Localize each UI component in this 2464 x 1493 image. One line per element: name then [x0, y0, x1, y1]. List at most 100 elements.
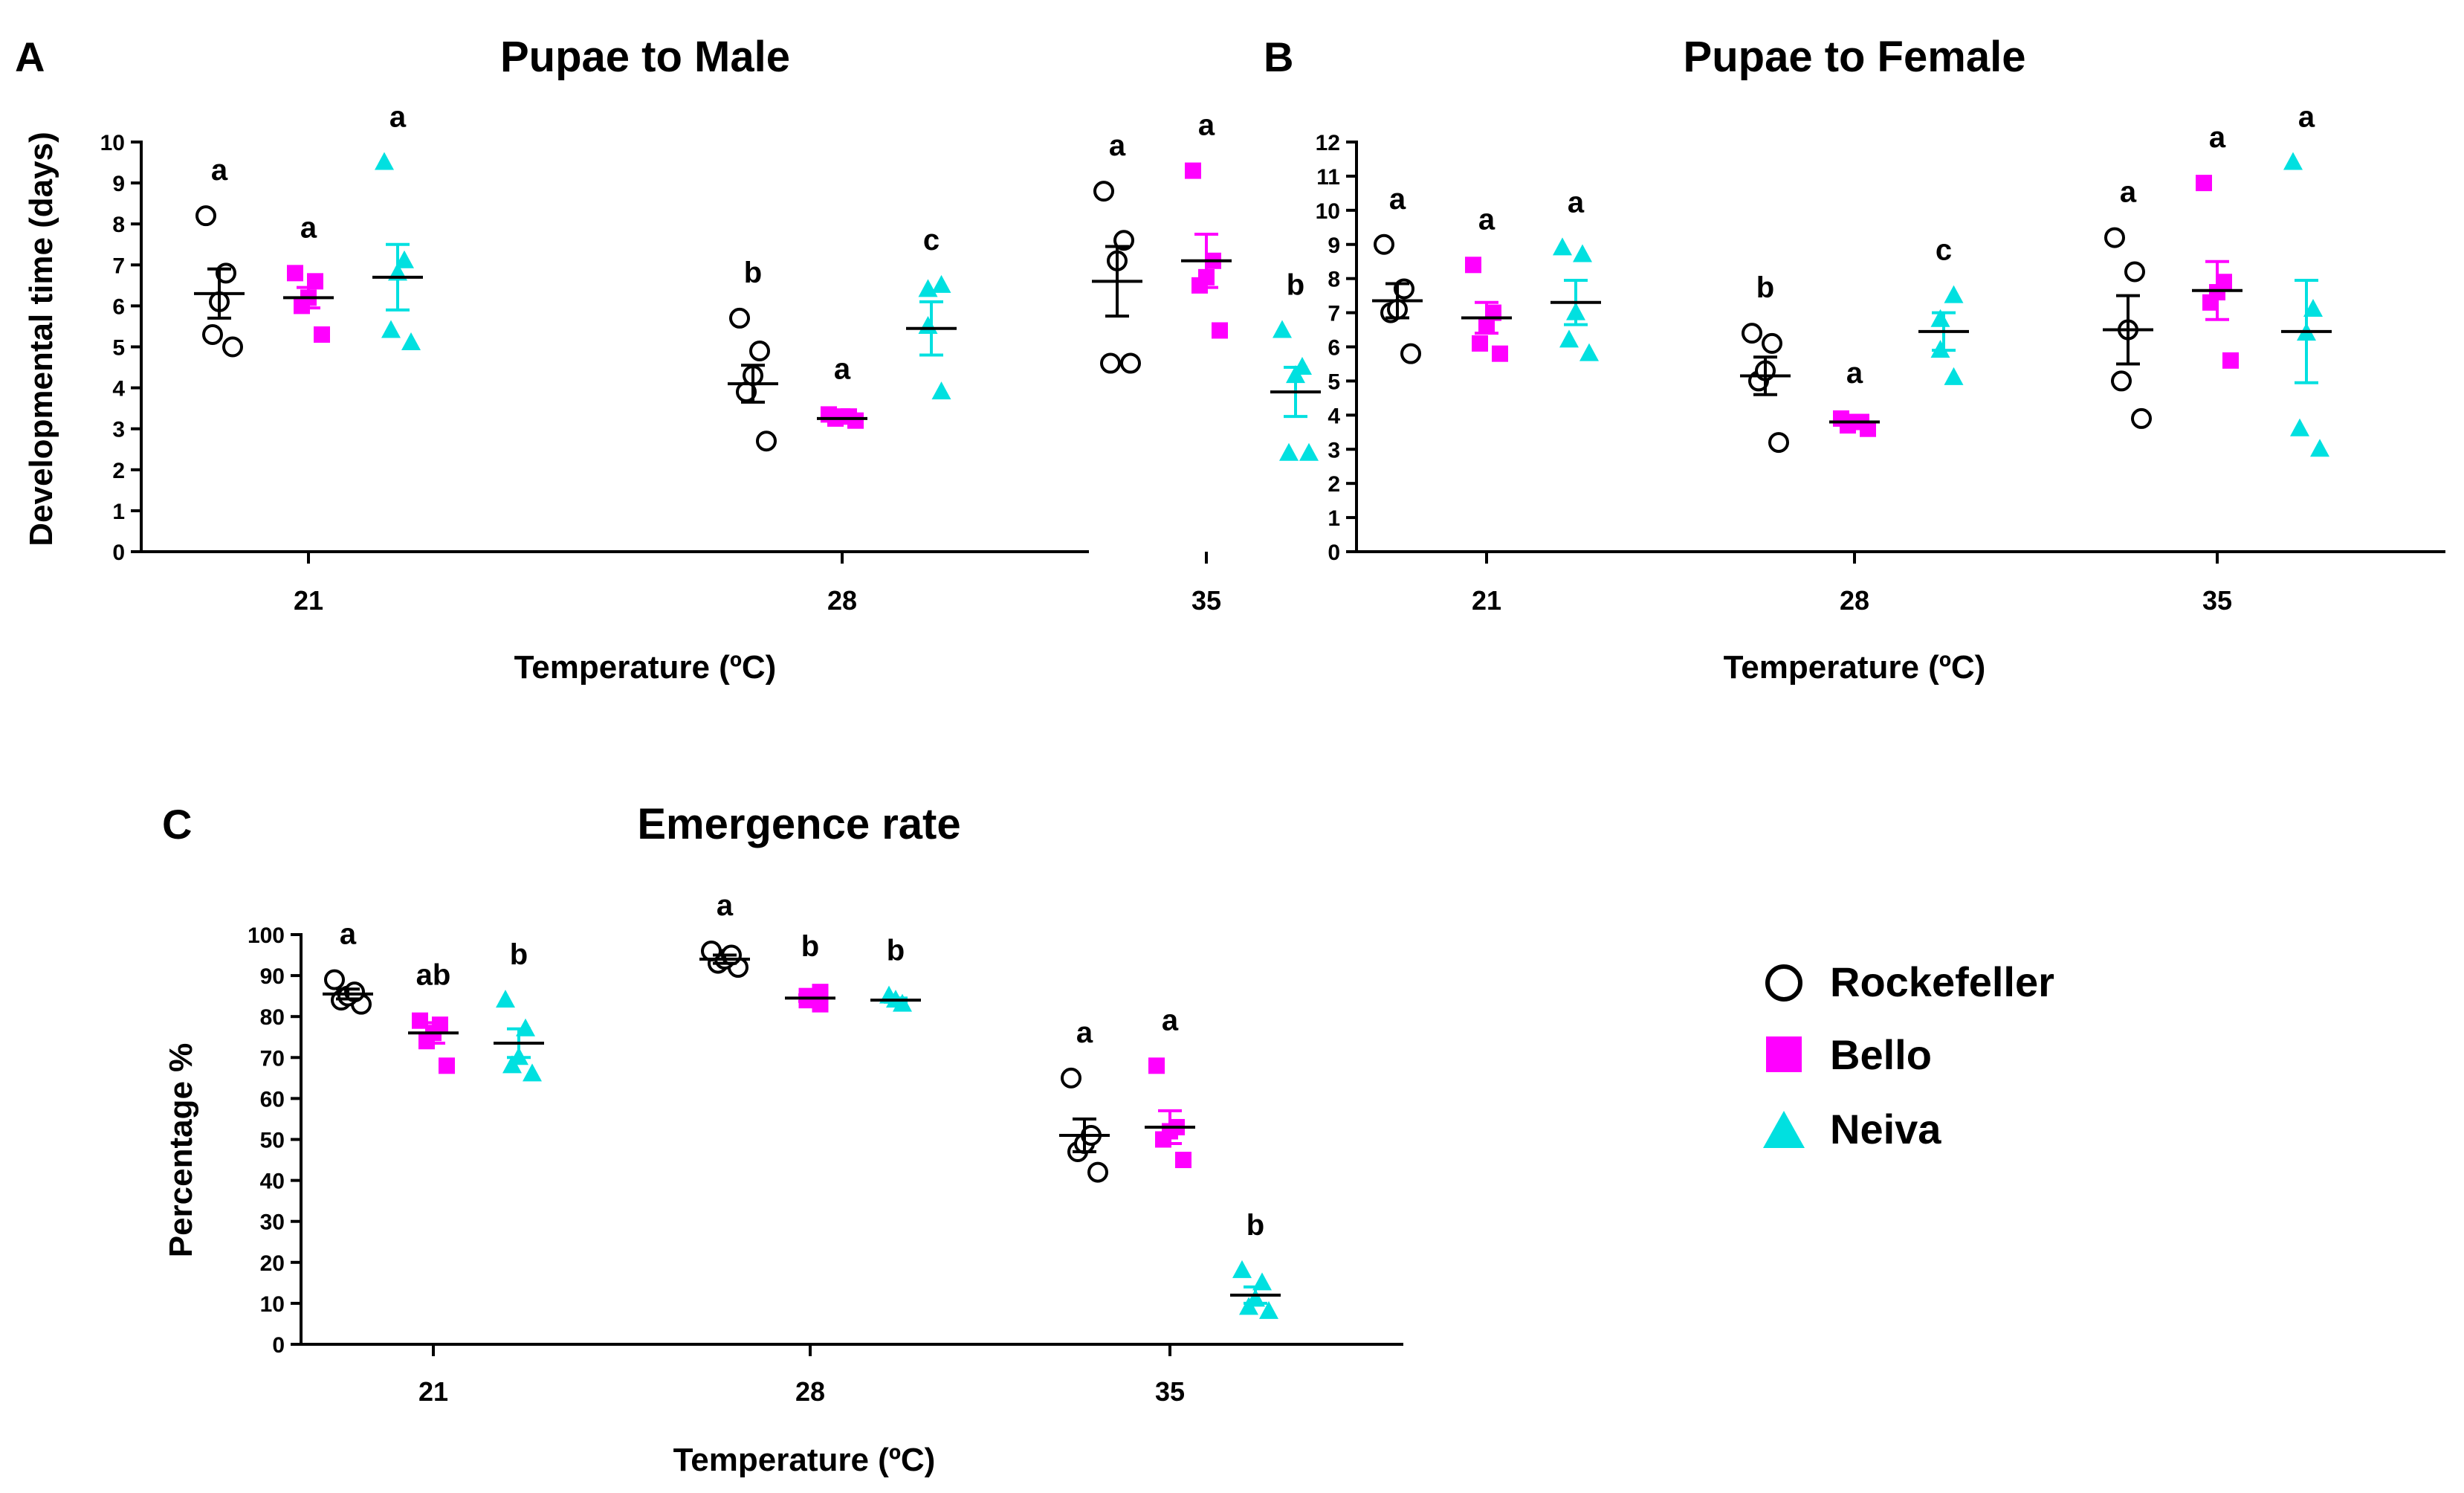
significance-letter: a	[211, 154, 228, 187]
panel-c-ytick-label: 100	[248, 923, 285, 948]
point-rockefeller	[1762, 332, 1782, 354]
point-bello	[287, 265, 303, 282]
point-rockefeller	[195, 205, 216, 227]
panel-a-ytick-label: 5	[112, 336, 125, 361]
panel-a-ylabel: Developmental time (days)	[23, 132, 59, 546]
point-neiva	[1232, 1260, 1252, 1278]
significance-letter: a	[300, 211, 317, 244]
point-rockefeller	[1087, 1161, 1108, 1183]
legend-rockefeller-marker	[1765, 964, 1802, 1002]
panel-c-ylabel: Percentage %	[163, 1043, 199, 1258]
point-bello	[1472, 335, 1488, 352]
panel-c-title: Emergence rate	[637, 800, 960, 848]
point-neiva	[2290, 418, 2309, 436]
significance-letter: a	[1568, 186, 1585, 219]
point-neiva	[918, 315, 938, 334]
panel-c-ytick-label: 70	[260, 1046, 285, 1071]
point-bello	[432, 1016, 448, 1034]
point-rockefeller	[202, 323, 223, 345]
significance-letter: a	[2209, 121, 2226, 154]
panel-b-title: Pupae to Female	[1684, 33, 2026, 81]
point-neiva	[1573, 244, 1592, 262]
point-rockefeller	[749, 341, 770, 362]
panel-c-label: C	[162, 801, 192, 848]
legend-rockefeller-label: Rockefeller	[1830, 958, 2054, 1005]
significance-letter: b	[801, 930, 819, 963]
significance-letter: b	[1246, 1209, 1264, 1242]
panel-b-ytick-label: 7	[1328, 302, 1340, 326]
point-rockefeller	[2111, 370, 2132, 392]
panel-a-ytick-label: 8	[112, 213, 125, 237]
panel-c-ytick-label: 0	[272, 1333, 285, 1358]
significance-letter: a	[1162, 1004, 1179, 1036]
panel-b-ytick-label: 12	[1316, 131, 1340, 155]
panel-b-ytick-label: 9	[1328, 233, 1340, 258]
point-rockefeller	[1400, 343, 1421, 364]
point-rockefeller	[2124, 261, 2145, 283]
significance-letter: a	[1389, 183, 1406, 216]
point-rockefeller	[701, 941, 722, 962]
legend-neiva-label: Neiva	[1830, 1106, 1941, 1152]
panel-c-ytick-label: 60	[260, 1087, 285, 1112]
panel-b-ytick-label: 10	[1316, 199, 1340, 224]
significance-letter: a	[834, 352, 851, 385]
point-bello	[1492, 345, 1508, 362]
significance-letter: a	[1846, 357, 1863, 390]
panel-c-ytick-label: 40	[260, 1170, 285, 1194]
point-bello	[1465, 257, 1481, 274]
point-neiva	[395, 250, 414, 268]
panel-b-label: B	[1264, 33, 1293, 80]
point-neiva	[375, 152, 394, 170]
panel-c-ytick-label: 50	[260, 1129, 285, 1153]
panel-a: A Pupae to Male Temperature (ºC) Develop…	[15, 33, 790, 686]
panel-c-xtick-label: 28	[795, 1376, 825, 1407]
point-rockefeller	[1374, 233, 1394, 255]
panel-a-ytick-label: 9	[112, 172, 125, 196]
significance-letter: b	[1287, 268, 1304, 301]
panel-c-ytick-label: 10	[260, 1292, 285, 1317]
panel-c-xlabel: Temperature (ºC)	[673, 1442, 936, 1478]
point-neiva	[1944, 285, 1964, 303]
point-neiva	[1944, 367, 1964, 385]
point-rockefeller	[1061, 1067, 1081, 1089]
significance-letter: a	[2298, 101, 2315, 134]
significance-letter: c	[1936, 234, 1952, 267]
point-neiva	[401, 332, 421, 350]
point-rockefeller	[2131, 407, 2152, 429]
panel-c-xtick-label: 35	[1155, 1376, 1185, 1407]
point-rockefeller	[1100, 352, 1121, 374]
point-rockefeller	[222, 336, 243, 358]
panel-c-xtick-label: 21	[418, 1376, 448, 1407]
point-rockefeller	[344, 981, 365, 1003]
point-neiva	[1259, 1300, 1278, 1319]
point-neiva	[1279, 442, 1299, 461]
point-neiva	[1559, 329, 1579, 348]
panel-a-ytick-label: 4	[112, 377, 125, 402]
significance-letter: b	[510, 938, 528, 971]
panel-a-xlabel: Temperature (ºC)	[514, 649, 777, 686]
panel-b-ytick-label: 4	[1328, 404, 1340, 428]
panel-b-ytick-label: 11	[1316, 165, 1340, 190]
point-neiva	[523, 1063, 542, 1082]
significance-letter: a	[1076, 1016, 1093, 1049]
point-bello	[314, 326, 330, 343]
point-bello	[1212, 322, 1228, 339]
panel-c-ytick-label: 20	[260, 1251, 285, 1276]
point-rockefeller	[729, 307, 750, 329]
panel-a-label: A	[15, 33, 45, 80]
point-neiva	[931, 274, 951, 293]
point-neiva	[2303, 298, 2323, 317]
panel-a-xtick-label: 35	[1191, 585, 1221, 616]
point-neiva	[1273, 320, 1292, 338]
panel-c-ytick-label: 90	[260, 964, 285, 989]
point-neiva	[381, 320, 401, 338]
significance-letter: ab	[416, 959, 451, 992]
significance-letter: a	[1109, 129, 1126, 162]
legend-bello-marker	[1766, 1036, 1802, 1072]
panel-c-ytick-label: 80	[260, 1005, 285, 1030]
point-neiva	[496, 990, 515, 1008]
panel-b-xtick-label: 21	[1472, 585, 1501, 616]
